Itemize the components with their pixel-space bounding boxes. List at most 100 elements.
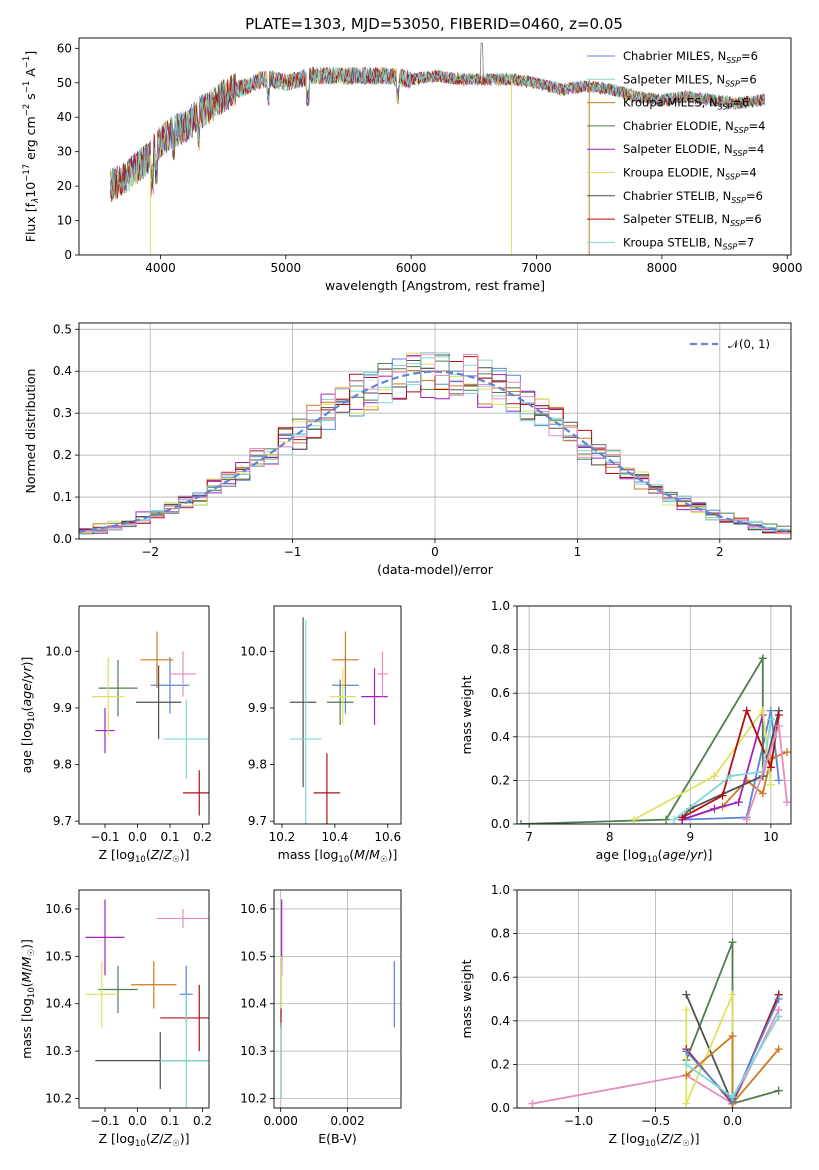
- mass_vs_ebv-frame: [273, 889, 402, 1109]
- weight_vs_z-point: [728, 990, 737, 999]
- mass_vs_ebv-xlabel: E(B-V): [318, 1131, 357, 1146]
- weight_vs_age-point: [726, 772, 735, 781]
- weight_vs_age-point: [734, 798, 743, 807]
- spectrum-ytick-label: 60: [57, 41, 72, 55]
- mass_vs_z-ylabel: mass [log10(M/M☉)]: [19, 939, 37, 1059]
- spectrum-legend-label: Salpeter MILES, NSSP=6: [623, 72, 757, 88]
- age_vs_mass-ytick-label: 10.0: [240, 644, 267, 658]
- weight_vs_age-series-line: [681, 710, 780, 819]
- residuals-ytick-label: 0.2: [53, 448, 72, 462]
- weight_vs_age-ytick-label: 0.0: [491, 817, 510, 831]
- weight_vs_age-xtick-label: 9: [686, 830, 694, 844]
- weight_vs_z-xtick-label: −1.0: [564, 1114, 593, 1128]
- weight_vs_age-ytick-label: 0.6: [491, 686, 510, 700]
- weight_vs_z-ytick-label: 0.4: [491, 1014, 510, 1028]
- residuals-ytick-label: 0.1: [53, 490, 72, 504]
- weight_vs_z-xtick-label: −0.5: [641, 1114, 670, 1128]
- weight_vs_age-point: [710, 804, 719, 813]
- age_vs_mass-xtick-label: 10.2: [269, 830, 296, 844]
- mass_vs_z-xtick-label: 0.2: [193, 1114, 212, 1128]
- spectrum-plot-area: [110, 42, 765, 255]
- spectrum-ytick-label: 30: [57, 145, 72, 159]
- age_vs_z-xlabel: Z [log10(Z/Z☉)]: [99, 847, 190, 865]
- age_vs_z-frame: [78, 605, 210, 825]
- spectrum-legend-label: Chabrier ELODIE, NSSP=4: [623, 119, 765, 135]
- age_vs_z-xtick-label: 0.2: [193, 830, 212, 844]
- weight_vs_age-point: [774, 711, 783, 719]
- weight_vs_z-ylabel: mass weight: [459, 959, 474, 1038]
- weight_vs_age-point: [774, 721, 783, 730]
- age_vs_mass-plot-area: [289, 617, 388, 824]
- spectrum-xtick-label: 9000: [772, 261, 803, 275]
- mass_vs_z-ytick-label: 10.2: [45, 1092, 72, 1106]
- weight_vs_z-ytick-label: 0.8: [491, 927, 510, 941]
- weight_vs_z-xtick-label: 0.0: [723, 1114, 742, 1128]
- weight_vs_age-point: [758, 706, 767, 715]
- residuals-ytick-label: 0.4: [53, 364, 72, 378]
- mass_vs_z-xtick-label: −0.1: [90, 1114, 119, 1128]
- mass_vs_z-panel: −0.1 0.0 0.1 0.2 10.2 10.3 10.4 10.5 10.6 Z [log1…: [19, 889, 212, 1149]
- weight_vs_age-point: [710, 772, 719, 781]
- mass_vs_ebv-ytick-label: 10.3: [240, 1044, 267, 1058]
- mass_vs_z-ytick-label: 10.6: [45, 902, 72, 916]
- spectrum-legend-label: Kroupa STELIB, NSSP=7: [623, 235, 754, 251]
- spectrum-line: [110, 66, 765, 196]
- weight_vs_age-ylabel: mass weight: [459, 675, 474, 754]
- weight_vs_age-ytick-label: 1.0: [491, 599, 510, 613]
- mass_vs_ebv-ytick-label: 10.4: [240, 997, 267, 1011]
- mass_vs_ebv-ytick-label: 10.2: [240, 1092, 267, 1106]
- mass_vs_ebv-ytick-label: 10.5: [240, 949, 267, 963]
- residuals-xtick-label: 2: [716, 545, 724, 559]
- weight_vs_age-xtick-label: 10: [763, 830, 778, 844]
- spectrum-line: [110, 67, 765, 200]
- mass_vs_z-ytick-label: 10.3: [45, 1044, 72, 1058]
- age_vs_z-panel: −0.1 0.0 0.1 0.2 9.7 9.8 9.9 10.0 Z [log10(Z/Z☉)…: [19, 605, 212, 865]
- weight_vs_age-plot-area: [517, 654, 791, 824]
- weight_vs_z-point: [774, 1012, 783, 1021]
- spectrum-ytick-label: 0: [64, 248, 72, 262]
- weight_vs_z-xlabel: Z [log10(Z/Z☉)]: [609, 1131, 700, 1149]
- spectrum-xlabel: wavelength [Angstrom, rest frame]: [325, 278, 545, 293]
- residuals-ytick-label: 0.0: [53, 532, 72, 546]
- mass_vs_ebv-panel: 0.000 0.002 10.2 10.3 10.4 10.5 10.6 E(B-V): [240, 889, 402, 1146]
- age_vs_z-ytick-label: 9.8: [53, 758, 72, 772]
- mass_vs_z-ytick-label: 10.4: [45, 997, 72, 1011]
- age_vs_z-xtick-label: 0.1: [160, 830, 179, 844]
- weight_vs_age-point: [766, 763, 775, 772]
- figure-title: PLATE=1303, MJD=53050, FIBERID=0460, z=0…: [245, 15, 623, 33]
- spectrum-ytick-label: 50: [57, 76, 72, 90]
- mass_vs_z-xtick-label: 0.0: [128, 1114, 147, 1128]
- weight_vs_age-series-line: [673, 719, 772, 821]
- spectrum-xtick-label: 4000: [145, 261, 176, 275]
- weight_vs_age-point: [678, 813, 687, 822]
- spectrum-ytick-label: 10: [57, 214, 72, 228]
- weight_vs_z-ytick-label: 1.0: [491, 883, 510, 897]
- age_vs_mass-xlabel: mass [log10(M/M☉)]: [278, 847, 398, 865]
- weight_vs_z-series-line: [685, 1034, 780, 1107]
- mass_vs_z-plot-area: [85, 899, 209, 1108]
- weight_vs_z-point: [682, 1060, 691, 1069]
- mass_vs_ebv-xtick-label: 0.000: [264, 1114, 298, 1128]
- age_vs_z-xtick-label: −0.1: [90, 830, 119, 844]
- weight_vs_age-point: [782, 798, 791, 807]
- weight_vs_z-point: [774, 995, 783, 1003]
- weight_vs_z-point: [682, 1099, 691, 1108]
- spectrum-xtick-label: 7000: [521, 261, 552, 275]
- weight_vs_z-panel: −1.0 −0.5 0.0 0.0 0.2 0.4 0.6 0.8 1.0 Z [log10(Z/…: [459, 883, 792, 1149]
- age_vs_z-xtick-label: 0.0: [128, 830, 147, 844]
- age_vs_z-plot-area: [92, 631, 209, 816]
- age_vs_z-ytick-label: 9.9: [53, 701, 72, 715]
- spectrum-legend-label: Salpeter ELODIE, NSSP=4: [623, 142, 764, 158]
- weight_vs_age-point: [517, 820, 526, 824]
- weight_vs_z-ytick-label: 0.2: [491, 1057, 510, 1071]
- weight_vs_age-point: [718, 791, 727, 800]
- mass_vs_ebv-xtick-label: 0.002: [330, 1114, 364, 1128]
- weight_vs_z-point: [774, 1086, 783, 1095]
- weight_vs_age-panel: 7 8 9 10 0.0 0.2 0.4 0.6 0.8 1.0 age [log10(age/yr…: [459, 599, 792, 865]
- age_vs_mass-xtick-label: 10.6: [374, 830, 401, 844]
- spectrum-legend-label: Chabrier STELIB, NSSP=6: [623, 189, 763, 205]
- weight_vs_age-frame: [516, 605, 792, 825]
- weight_vs_age-ytick-label: 0.8: [491, 643, 510, 657]
- spectrum-ytick-label: 20: [57, 179, 72, 193]
